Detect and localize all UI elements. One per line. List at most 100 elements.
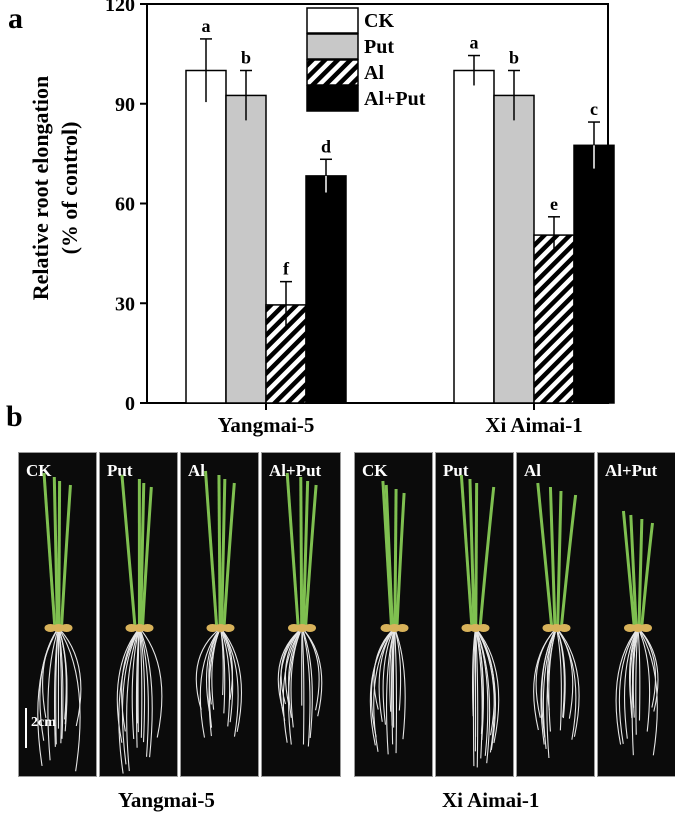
seedling-root bbox=[118, 627, 140, 774]
seedling-root bbox=[635, 627, 639, 735]
legend-label: Al bbox=[364, 62, 384, 84]
seedling-root bbox=[474, 627, 483, 759]
seedling-root bbox=[208, 627, 222, 737]
seedling-shoot bbox=[629, 514, 638, 629]
seedling-root bbox=[135, 627, 141, 748]
seedling-root bbox=[475, 627, 495, 736]
seedling-shoot bbox=[140, 486, 153, 629]
seedling-shoot bbox=[304, 484, 318, 629]
legend-label: Put bbox=[364, 36, 394, 58]
seedling-root bbox=[39, 627, 59, 741]
significance-letter: c bbox=[590, 99, 598, 119]
seedling-root bbox=[220, 627, 242, 732]
seedling-photo-panel: Al bbox=[180, 452, 259, 777]
seedling-root bbox=[301, 627, 313, 738]
seedling-root bbox=[199, 627, 221, 738]
seed-grain bbox=[640, 624, 652, 632]
legend-swatch bbox=[306, 59, 359, 86]
seedling-root bbox=[542, 627, 558, 750]
seedling-photo-panel: Al+Put bbox=[261, 452, 341, 777]
seedling-root bbox=[287, 627, 303, 718]
seedling-root bbox=[378, 627, 395, 722]
photo-caption-xi-aimai-1: Xi Aimai-1 bbox=[442, 788, 540, 812]
seedling-shoot bbox=[57, 480, 62, 629]
seedling-illustration bbox=[533, 482, 580, 759]
seedling-root bbox=[393, 627, 406, 740]
seedling-root bbox=[131, 627, 141, 740]
photo-treatment-label: Al bbox=[524, 461, 541, 480]
bar-chart: 0 30 60 90 120 Yangmai-5 a b f d Xi Aimai-1 a b e c CK P… bbox=[28, 0, 615, 437]
seedling-root bbox=[290, 627, 303, 728]
seedling-shoot bbox=[621, 510, 636, 629]
seedling-root bbox=[535, 627, 557, 718]
seedling-illustration bbox=[37, 472, 82, 772]
seed-grain bbox=[222, 624, 235, 632]
significance-letter: a bbox=[470, 33, 479, 53]
significance-letter: d bbox=[321, 136, 331, 156]
seed-grain bbox=[141, 624, 154, 632]
panel-b-letter: b bbox=[6, 400, 23, 433]
seedling-root bbox=[629, 627, 639, 719]
seedling-illustration bbox=[277, 472, 323, 747]
seedling-root bbox=[301, 627, 305, 745]
seedling-shoot bbox=[222, 482, 236, 629]
seedling-shoot bbox=[478, 486, 496, 629]
seedling-shoot bbox=[217, 474, 222, 629]
seedling-root bbox=[474, 627, 484, 734]
seedling-root bbox=[475, 627, 495, 753]
seedling-root bbox=[280, 627, 303, 705]
legend-swatch bbox=[306, 7, 359, 34]
seedling-root bbox=[138, 627, 146, 743]
y-axis-title: Relative root elongation (% of control) bbox=[28, 76, 82, 300]
seedling-root bbox=[57, 627, 68, 732]
seedling-root bbox=[474, 627, 479, 768]
seedling-root bbox=[53, 627, 60, 747]
seedling-root bbox=[219, 627, 226, 714]
y-axis-title-line2: (% of control) bbox=[57, 122, 82, 255]
seedling-shoot bbox=[474, 482, 479, 629]
seedling-photo-panel: CK bbox=[354, 452, 433, 777]
seedling-root bbox=[637, 627, 657, 708]
seed-grain bbox=[558, 624, 571, 632]
seedling-shoot bbox=[52, 476, 59, 629]
seedling-root bbox=[57, 627, 64, 739]
bar bbox=[493, 94, 535, 404]
seed-grain bbox=[304, 624, 316, 632]
y-tick-label: 0 bbox=[125, 393, 135, 415]
seedling-root bbox=[637, 627, 658, 756]
seedling-root bbox=[472, 627, 477, 767]
seedling-shoot bbox=[285, 472, 300, 629]
seedling-shoot bbox=[299, 476, 304, 629]
seedling-shoot bbox=[42, 472, 57, 629]
seedling-root bbox=[624, 627, 639, 739]
photo-treatment-label: Al bbox=[188, 461, 205, 480]
seedling-illustration bbox=[615, 510, 659, 756]
seedling-root bbox=[139, 627, 163, 738]
legend-swatch bbox=[306, 85, 359, 112]
legend-label: CK bbox=[364, 10, 394, 32]
seedling-root bbox=[615, 627, 639, 745]
seedling-root bbox=[637, 627, 651, 732]
seedling-illustration bbox=[195, 470, 242, 738]
y-tick-label: 30 bbox=[115, 293, 135, 315]
bar bbox=[573, 144, 615, 404]
seedling-photo-strip: CK 2cm Put Al Al+Put CK Put Al Al+Put bbox=[18, 452, 675, 777]
seedling-root bbox=[138, 627, 153, 758]
seed-grain bbox=[60, 624, 73, 632]
seedling-root bbox=[556, 627, 577, 740]
seedling-shoot bbox=[59, 484, 72, 629]
seedling-root bbox=[475, 627, 500, 744]
x-tick-label: Yangmai-5 bbox=[218, 413, 315, 437]
seedling-root bbox=[474, 627, 489, 756]
seedling-root bbox=[126, 627, 141, 772]
photo-caption-yangmai-5: Yangmai-5 bbox=[118, 788, 215, 812]
seedling-root bbox=[540, 627, 557, 745]
seedling-shoot bbox=[459, 474, 474, 629]
seedling-photo-panel: Put bbox=[435, 452, 514, 777]
seedling-root bbox=[219, 627, 231, 727]
seedling-shoot bbox=[637, 518, 644, 629]
seedling-photo-panel: CK 2cm bbox=[18, 452, 97, 777]
seedling-shoot bbox=[301, 480, 310, 629]
seedling-shoot bbox=[139, 482, 146, 629]
seedling-photo-panel: Put bbox=[99, 452, 178, 777]
